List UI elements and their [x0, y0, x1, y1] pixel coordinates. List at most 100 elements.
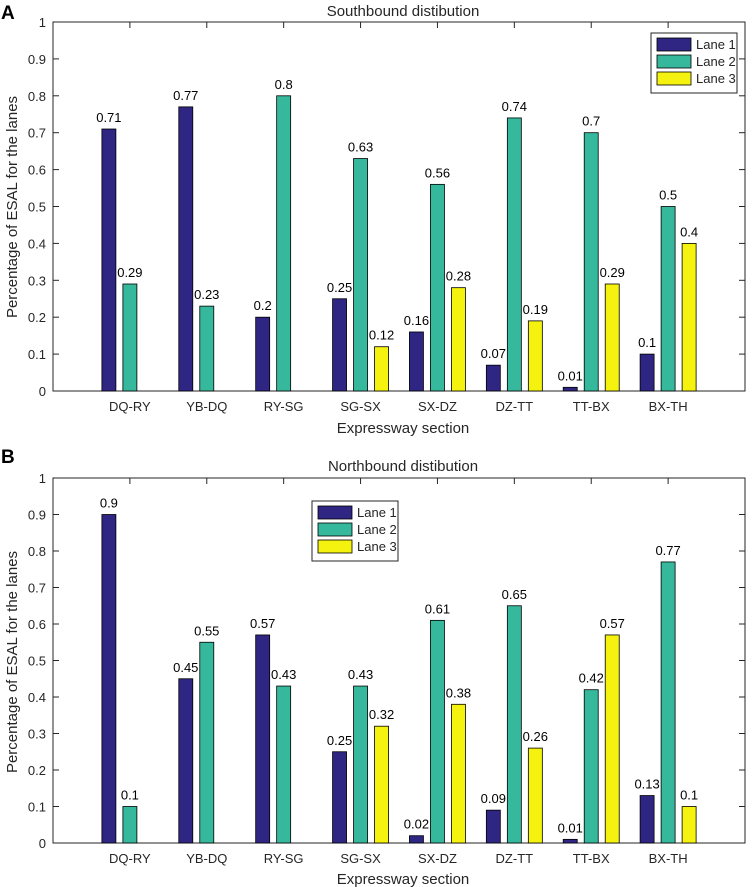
x-tick-label: BX-TH	[649, 399, 688, 414]
bar-lane-1	[562, 386, 578, 392]
bar-lane-2	[506, 117, 522, 392]
data-label: 0.61	[425, 601, 450, 616]
bar-lane-1	[639, 353, 655, 392]
bar-lane-3	[527, 747, 543, 844]
bar-lane-1	[332, 298, 347, 392]
x-tick-label: SX-DZ	[418, 399, 457, 414]
bar-lane-2	[122, 806, 138, 844]
y-tick-label: 0.6	[28, 617, 46, 632]
data-label: 0.63	[348, 140, 373, 155]
legend-swatch	[317, 505, 353, 520]
bar-lane-2	[660, 561, 676, 844]
data-label: 0.32	[369, 707, 394, 722]
data-label: 0.2	[254, 298, 272, 313]
chart-title: Southbound distibution	[327, 3, 480, 20]
bar-lane-3	[374, 346, 389, 392]
y-axis-label: Percentage of ESAL for the lanes	[4, 96, 21, 318]
x-axis-label: Expressway section	[337, 420, 470, 437]
bar-lane-1	[101, 514, 117, 844]
y-tick-label: 0.8	[28, 544, 46, 559]
x-tick-label: RY-SG	[264, 851, 304, 866]
data-label: 0.1	[638, 335, 656, 350]
chart-title: Northbound distibution	[328, 458, 478, 475]
legend-swatch	[656, 54, 692, 69]
bar-lane-2	[353, 158, 368, 392]
legend-entry: Lane 2	[696, 54, 736, 69]
bar-lane-2	[430, 619, 445, 844]
y-tick-label: 0.1	[28, 347, 46, 362]
bar-lane-3	[681, 806, 697, 844]
x-tick-label: DQ-RY	[109, 399, 151, 414]
x-tick-label: RY-SG	[264, 399, 304, 414]
y-tick-label: 0.5	[28, 654, 46, 669]
y-tick-label: 1	[39, 15, 46, 30]
bar-lane-1	[562, 838, 578, 844]
y-tick-label: 0.6	[28, 163, 46, 178]
bar-lane-2	[199, 305, 215, 392]
data-label: 0.9	[100, 496, 118, 511]
y-tick-label: 1	[39, 471, 46, 486]
y-tick-label: 0.2	[28, 310, 46, 325]
data-label: 0.5	[659, 188, 677, 203]
data-label: 0.29	[117, 265, 142, 280]
bar-lane-2	[122, 283, 138, 392]
data-label: 0.7	[582, 114, 600, 129]
data-label: 0.28	[446, 269, 471, 284]
data-label: 0.25	[327, 733, 352, 748]
data-label: 0.57	[250, 616, 275, 631]
x-axis-label: Expressway section	[337, 871, 470, 887]
y-tick-label: 0.3	[28, 273, 46, 288]
data-label: 0.45	[173, 660, 198, 675]
data-label: 0.26	[523, 729, 548, 744]
bar-lane-2	[353, 685, 368, 844]
data-label: 0.29	[600, 265, 625, 280]
x-tick-label: TT-BX	[573, 399, 610, 414]
x-tick-label: SG-SX	[340, 399, 381, 414]
bar-lane-1	[639, 795, 655, 844]
data-label: 0.38	[446, 685, 471, 700]
legend-entry: Lane 1	[696, 37, 736, 52]
data-label: 0.12	[369, 328, 394, 343]
x-tick-label: YB-DQ	[186, 851, 227, 866]
data-label: 0.19	[523, 302, 548, 317]
bar-lane-2	[430, 183, 445, 392]
data-label: 0.1	[121, 788, 139, 803]
bar-lane-1	[409, 331, 424, 392]
bar-lane-1	[101, 128, 117, 392]
data-label: 0.74	[502, 99, 527, 114]
data-label: 0.4	[680, 224, 698, 239]
bar-lane-1	[178, 678, 194, 844]
data-label: 0.07	[481, 346, 506, 361]
x-tick-label: DZ-TT	[496, 851, 534, 866]
data-label: 0.13	[634, 777, 659, 792]
bar-lane-1	[332, 751, 347, 844]
bar-lane-3	[527, 320, 543, 392]
y-tick-label: 0.7	[28, 581, 46, 596]
x-tick-label: DZ-TT	[496, 399, 534, 414]
y-tick-label: 0.2	[28, 763, 46, 778]
panel-label-b: B	[1, 447, 15, 468]
y-tick-label: 0	[39, 384, 46, 399]
legend-swatch	[656, 71, 692, 86]
x-tick-label: YB-DQ	[186, 399, 227, 414]
y-tick-label: 0.5	[28, 200, 46, 215]
bar-lane-3	[604, 283, 620, 392]
legend: Lane 1 Lane 2 Lane 3	[311, 500, 399, 562]
bar-lane-2	[660, 206, 676, 392]
legend-swatch	[656, 37, 692, 52]
data-label: 0.1	[680, 788, 698, 803]
bar-lane-3	[604, 634, 620, 844]
data-label: 0.57	[600, 616, 625, 631]
data-label: 0.01	[558, 820, 583, 835]
data-label: 0.71	[96, 110, 121, 125]
data-label: 0.23	[194, 287, 219, 302]
bar-lane-1	[178, 106, 194, 392]
y-tick-label: 0.7	[28, 126, 46, 141]
northbound-chart: B Northbound distibution Expressway sect…	[1, 447, 746, 887]
bar-lane-2	[276, 95, 292, 392]
y-tick-label: 0	[39, 836, 46, 851]
x-tick-label: SG-SX	[340, 851, 381, 866]
southbound-chart: A Southbound distibution Expressway sect…	[1, 3, 746, 437]
legend-entry: Lane 3	[696, 71, 736, 86]
